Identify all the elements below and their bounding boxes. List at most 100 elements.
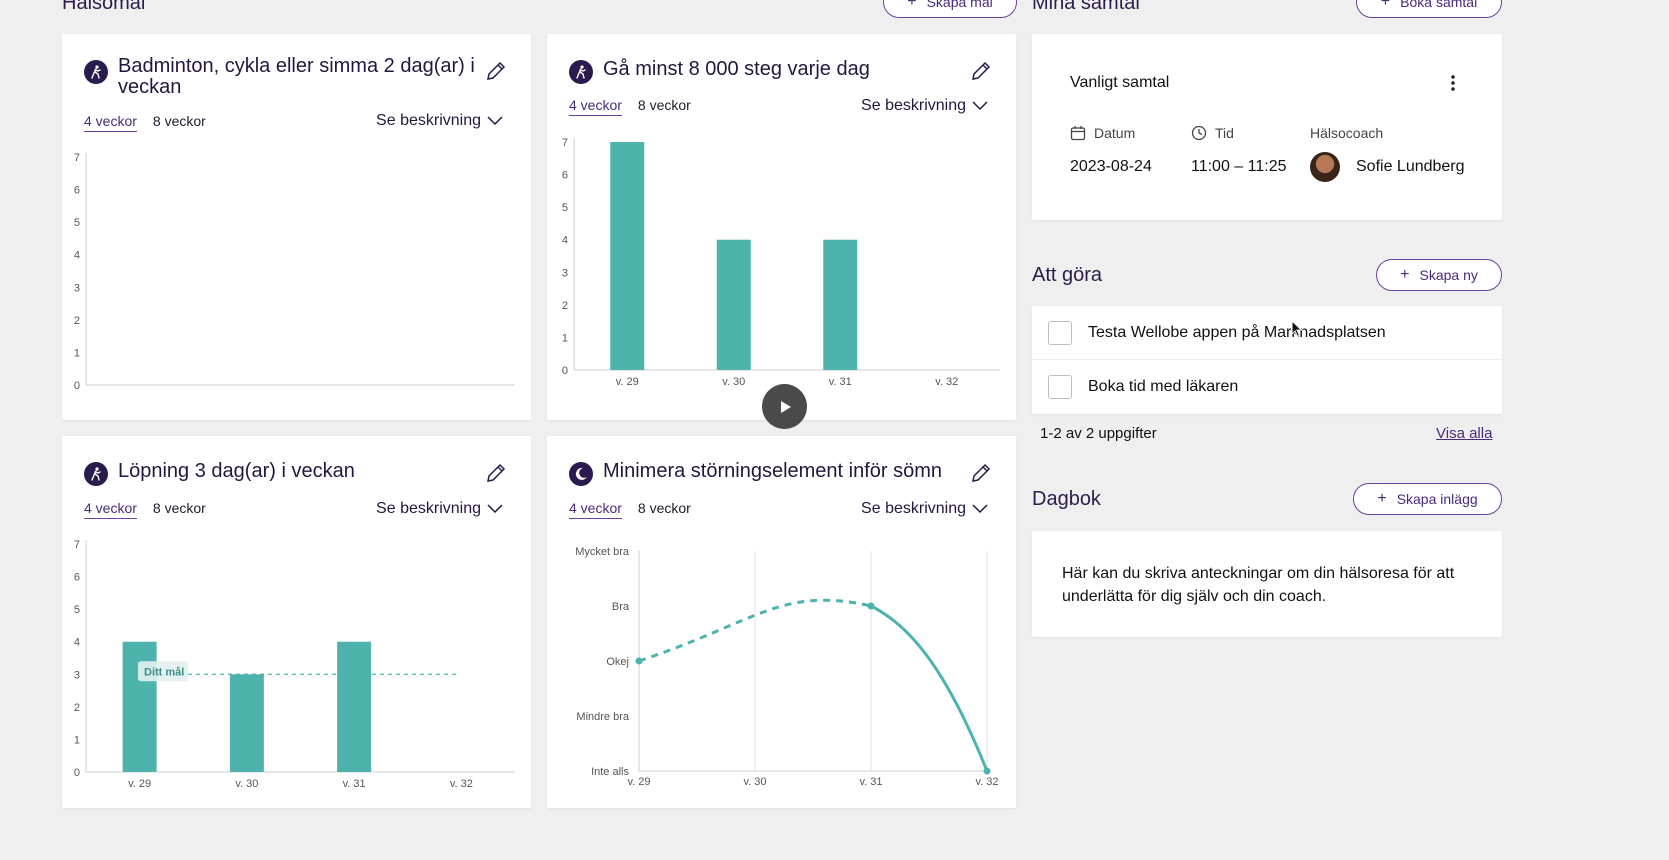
todo-checkbox[interactable] bbox=[1048, 375, 1072, 399]
play-button[interactable] bbox=[762, 384, 807, 429]
show-all-link[interactable]: Visa alla bbox=[1436, 425, 1493, 442]
tab-8-weeks[interactable]: 8 veckor bbox=[637, 500, 691, 516]
see-description-label: Se beskrivning bbox=[376, 500, 481, 517]
y-tick-label: 3 bbox=[74, 669, 80, 681]
y-tick-label: 7 bbox=[74, 152, 80, 164]
y-tick-label: 2 bbox=[562, 300, 568, 312]
tab-4-weeks[interactable]: 4 veckor bbox=[569, 97, 622, 116]
create-todo-label: Skapa ny bbox=[1419, 267, 1478, 283]
plus-icon: + bbox=[1377, 490, 1387, 507]
date-label: Datum bbox=[1094, 125, 1136, 141]
list-item[interactable]: Testa Wellobe appen på Marknadsplatsen bbox=[1032, 306, 1502, 360]
todo-list: Testa Wellobe appen på Marknadsplatsen B… bbox=[1032, 306, 1502, 414]
y-tick-label: 1 bbox=[74, 734, 80, 746]
x-tick-label: v. 30 bbox=[722, 376, 745, 388]
x-tick-label: v. 31 bbox=[829, 376, 852, 388]
y-tick-label: 0 bbox=[74, 380, 80, 392]
goal-card: Gå minst 8 000 steg varje dag 4 veckor 8… bbox=[547, 34, 1016, 420]
y-tick-label: Mycket bra bbox=[575, 546, 630, 558]
y-tick-label: Bra bbox=[612, 601, 630, 613]
bar bbox=[823, 239, 858, 370]
x-tick-label: v. 31 bbox=[343, 778, 366, 790]
y-tick-label: 2 bbox=[74, 315, 80, 327]
chevron-down-icon bbox=[487, 116, 503, 126]
goal-card: Minimera störningselement inför sömn 4 v… bbox=[547, 436, 1016, 808]
bar bbox=[229, 674, 264, 772]
tab-4-weeks[interactable]: 4 veckor bbox=[84, 113, 137, 132]
see-description-toggle[interactable]: Se beskrivning bbox=[861, 500, 988, 518]
call-type: Vanligt samtal bbox=[1070, 74, 1170, 91]
walking-icon bbox=[84, 60, 108, 84]
x-tick-label: v. 32 bbox=[935, 376, 958, 388]
goal-chart: 0 1 2 3 4 5 6 7 bbox=[74, 152, 515, 392]
todo-summary: 1-2 av 2 uppgifter bbox=[1040, 425, 1157, 442]
todo-checkbox[interactable] bbox=[1048, 320, 1072, 345]
tab-4-weeks[interactable]: 4 veckor bbox=[84, 500, 137, 519]
avatar bbox=[1310, 152, 1340, 182]
y-tick-label: 0 bbox=[562, 365, 568, 377]
todo-title: Att göra bbox=[1032, 264, 1103, 286]
y-tick-label: 5 bbox=[74, 604, 80, 616]
see-description-toggle[interactable]: Se beskrivning bbox=[861, 97, 988, 115]
y-tick-label: 4 bbox=[562, 235, 568, 247]
list-item[interactable]: Boka tid med läkaren bbox=[1032, 360, 1502, 414]
see-description-label: Se beskrivning bbox=[861, 500, 966, 517]
x-tick-label: v. 29 bbox=[128, 778, 151, 790]
moon-icon bbox=[569, 462, 593, 486]
y-tick-label: 0 bbox=[74, 767, 80, 779]
tab-8-weeks[interactable]: 8 veckor bbox=[637, 97, 691, 113]
see-description-toggle[interactable]: Se beskrivning bbox=[376, 500, 503, 518]
diary-title: Dagbok bbox=[1032, 488, 1101, 510]
plus-icon: + bbox=[1380, 0, 1391, 10]
tab-4-weeks[interactable]: 4 veckor bbox=[569, 500, 622, 519]
data-point bbox=[635, 657, 643, 665]
tab-8-weeks[interactable]: 8 veckor bbox=[152, 500, 206, 516]
goal-title: Badminton, cykla eller simma 2 dag(ar) i… bbox=[118, 55, 475, 98]
call-time: 11:00 – 11:25 bbox=[1191, 158, 1287, 175]
series-line bbox=[870, 604, 989, 772]
bar bbox=[337, 641, 372, 772]
goal-chart: 0 1 2 3 4 5 6 7 v. 29 v. 30 v. 31 v. 32 Ditt mål bbox=[74, 539, 515, 790]
create-entry-button[interactable]: + Skapa inlägg bbox=[1353, 483, 1502, 515]
see-description-label: Se beskrivning bbox=[861, 97, 966, 114]
y-tick-label: 2 bbox=[74, 702, 80, 714]
pencil-icon[interactable] bbox=[485, 462, 507, 484]
date-label-group: Datum bbox=[1070, 125, 1135, 141]
mouse-cursor-icon bbox=[1291, 320, 1303, 338]
x-tick-label: v. 29 bbox=[616, 376, 639, 388]
pencil-icon[interactable] bbox=[970, 462, 992, 484]
bar bbox=[122, 641, 157, 772]
target-label-bg bbox=[138, 661, 188, 682]
y-tick-label: 6 bbox=[74, 572, 80, 584]
y-tick-label: 7 bbox=[74, 539, 80, 551]
tab-8-weeks[interactable]: 8 veckor bbox=[152, 113, 206, 129]
call-card[interactable]: Vanligt samtal Datum Tid Hälsocoach 2023… bbox=[1032, 34, 1502, 220]
pencil-icon[interactable] bbox=[970, 60, 992, 82]
bar bbox=[610, 142, 645, 370]
health-goals-title: Hälsomål bbox=[62, 0, 146, 14]
create-goal-button[interactable]: + Skapa mål bbox=[883, 0, 1017, 18]
goal-title: Gå minst 8 000 steg varje dag bbox=[603, 58, 870, 80]
diary-card: Här kan du skriva anteckningar om din hä… bbox=[1032, 531, 1502, 637]
data-point bbox=[983, 767, 991, 775]
coach-label: Hälsocoach bbox=[1310, 125, 1384, 141]
more-options-icon[interactable] bbox=[1450, 74, 1456, 92]
book-call-button[interactable]: + Boka samtal bbox=[1356, 0, 1502, 18]
see-description-label: Se beskrivning bbox=[376, 112, 481, 129]
see-description-toggle[interactable]: Se beskrivning bbox=[376, 112, 503, 130]
pencil-icon[interactable] bbox=[485, 60, 507, 82]
y-tick-label: 5 bbox=[562, 202, 568, 214]
diary-text: Här kan du skriva anteckningar om din hä… bbox=[1062, 565, 1455, 605]
y-tick-label: Okej bbox=[606, 656, 629, 668]
x-tick-label: v. 30 bbox=[235, 778, 258, 790]
target-label: Ditt mål bbox=[144, 666, 184, 678]
x-tick-label: v. 31 bbox=[859, 776, 882, 788]
series-line-dashed bbox=[638, 598, 872, 663]
data-point bbox=[867, 602, 875, 610]
y-tick-label: Mindre bra bbox=[576, 711, 629, 723]
chevron-down-icon bbox=[972, 504, 988, 514]
create-entry-label: Skapa inlägg bbox=[1396, 491, 1478, 507]
create-todo-button[interactable]: + Skapa ny bbox=[1376, 259, 1502, 291]
my-calls-title: Mina samtal bbox=[1032, 0, 1140, 14]
y-tick-label: 1 bbox=[74, 347, 80, 359]
